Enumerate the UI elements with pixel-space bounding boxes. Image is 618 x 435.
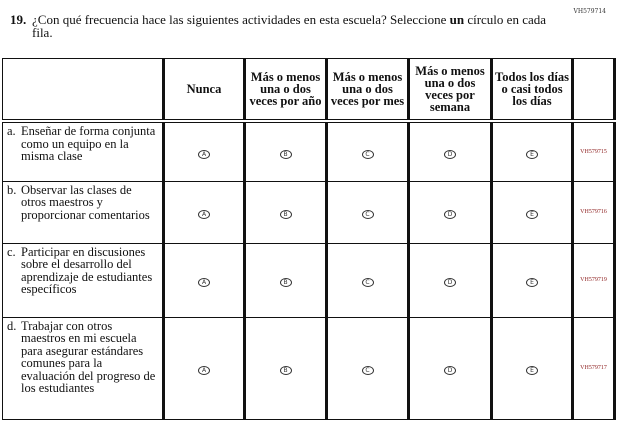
row-label: c. Participar en discusiones sobre el des… xyxy=(2,242,164,318)
bubble-c[interactable]: C xyxy=(361,278,374,287)
option-cell: D xyxy=(407,242,492,318)
bubble-a[interactable]: A xyxy=(198,149,210,159)
header-nunca: Nunca xyxy=(162,58,245,123)
option-cell: C xyxy=(325,180,409,244)
bubble-b[interactable]: B xyxy=(279,366,292,375)
option-cell: E xyxy=(490,120,573,182)
header-daily: Todos los días o casi todos los días xyxy=(490,58,573,123)
option-cell: B xyxy=(243,242,327,318)
bubble-a[interactable]: A xyxy=(198,366,210,375)
header-code xyxy=(571,58,616,123)
row-label: d. Trabajar con otros maestros en mi escu… xyxy=(2,316,164,420)
option-cell: A xyxy=(162,242,245,318)
row-code: VH579719 xyxy=(571,242,616,318)
row-letter: a. xyxy=(7,124,16,138)
bubble-a[interactable]: A xyxy=(198,210,210,219)
bubble-b[interactable]: B xyxy=(279,278,292,287)
bubble-e[interactable]: E xyxy=(526,278,538,287)
option-cell: A xyxy=(162,120,245,182)
option-cell: C xyxy=(325,316,409,420)
option-cell: A xyxy=(162,180,245,244)
bubble-e[interactable]: E xyxy=(526,210,538,219)
row-code: VH579717 xyxy=(571,316,616,420)
option-cell: E xyxy=(490,316,573,420)
option-cell: B xyxy=(243,180,327,244)
header-per-year: Más o menos una o dos veces por año xyxy=(243,58,327,123)
row-letter: b. xyxy=(7,182,17,197)
bubble-d[interactable]: D xyxy=(444,149,456,159)
bubble-d[interactable]: D xyxy=(444,210,456,219)
option-cell: B xyxy=(243,316,327,420)
option-cell: D xyxy=(407,180,492,244)
option-cell: D xyxy=(407,120,492,182)
bubble-c[interactable]: C xyxy=(361,366,374,375)
bubble-c[interactable]: C xyxy=(361,210,374,219)
bubble-b[interactable]: B xyxy=(279,149,292,159)
bubble-e[interactable]: E xyxy=(526,366,538,375)
row-letter: d. xyxy=(7,318,17,333)
header-row: Nunca Más o menos una o dos veces por añ… xyxy=(2,58,616,123)
bubble-d[interactable]: D xyxy=(444,366,456,375)
table-row: d. Trabajar con otros maestros en mi escu… xyxy=(2,316,616,420)
page-code: VH579714 xyxy=(573,8,606,15)
option-cell: C xyxy=(325,242,409,318)
question-text: 19. ¿Con qué frecuencia hace las siguien… xyxy=(10,13,550,39)
header-per-month: Más o menos una o dos veces por mes xyxy=(325,58,409,123)
bubble-e[interactable]: E xyxy=(526,149,538,159)
row-label: a. Enseñar de forma conjunta como un equi… xyxy=(2,120,164,182)
option-cell: B xyxy=(243,120,327,182)
option-cell: A xyxy=(162,316,245,420)
bubble-c[interactable]: C xyxy=(361,149,374,159)
question-prompt-end: círculo en cada fila. xyxy=(32,12,547,40)
row-label: b. Observar las clases de otros maestros … xyxy=(2,180,164,244)
table-row: c. Participar en discusiones sobre el des… xyxy=(2,242,616,318)
bubble-b[interactable]: B xyxy=(279,210,292,219)
question-prompt: ¿Con qué frecuencia hace las siguientes … xyxy=(32,12,450,27)
response-grid: Nunca Más o menos una o dos veces por añ… xyxy=(2,58,616,420)
row-text: Participar en discusiones sobre el desar… xyxy=(21,244,153,296)
row-text: Observar las clases de otros maestros y … xyxy=(21,182,150,222)
option-cell: E xyxy=(490,242,573,318)
row-letter: c. xyxy=(7,244,16,259)
header-blank xyxy=(2,58,164,123)
option-cell: C xyxy=(325,120,409,182)
header-per-week: Más o menos una o dos veces por semana xyxy=(407,58,492,123)
table-row: a. Enseñar de forma conjunta como un equi… xyxy=(2,120,616,182)
option-cell: D xyxy=(407,316,492,420)
row-text: Trabajar con otros maestros en mi escuel… xyxy=(21,318,156,395)
bubble-a[interactable]: A xyxy=(198,278,210,287)
option-cell: E xyxy=(490,180,573,244)
bubble-d[interactable]: D xyxy=(444,278,456,287)
question-emphasis: un xyxy=(449,12,465,27)
question-number: 19. xyxy=(10,12,27,27)
row-text: Enseñar de forma conjunta como un equipo… xyxy=(21,124,156,163)
row-code: VH579716 xyxy=(571,180,616,244)
table-row: b. Observar las clases de otros maestros … xyxy=(2,180,616,244)
row-code: VH579715 xyxy=(571,120,616,182)
